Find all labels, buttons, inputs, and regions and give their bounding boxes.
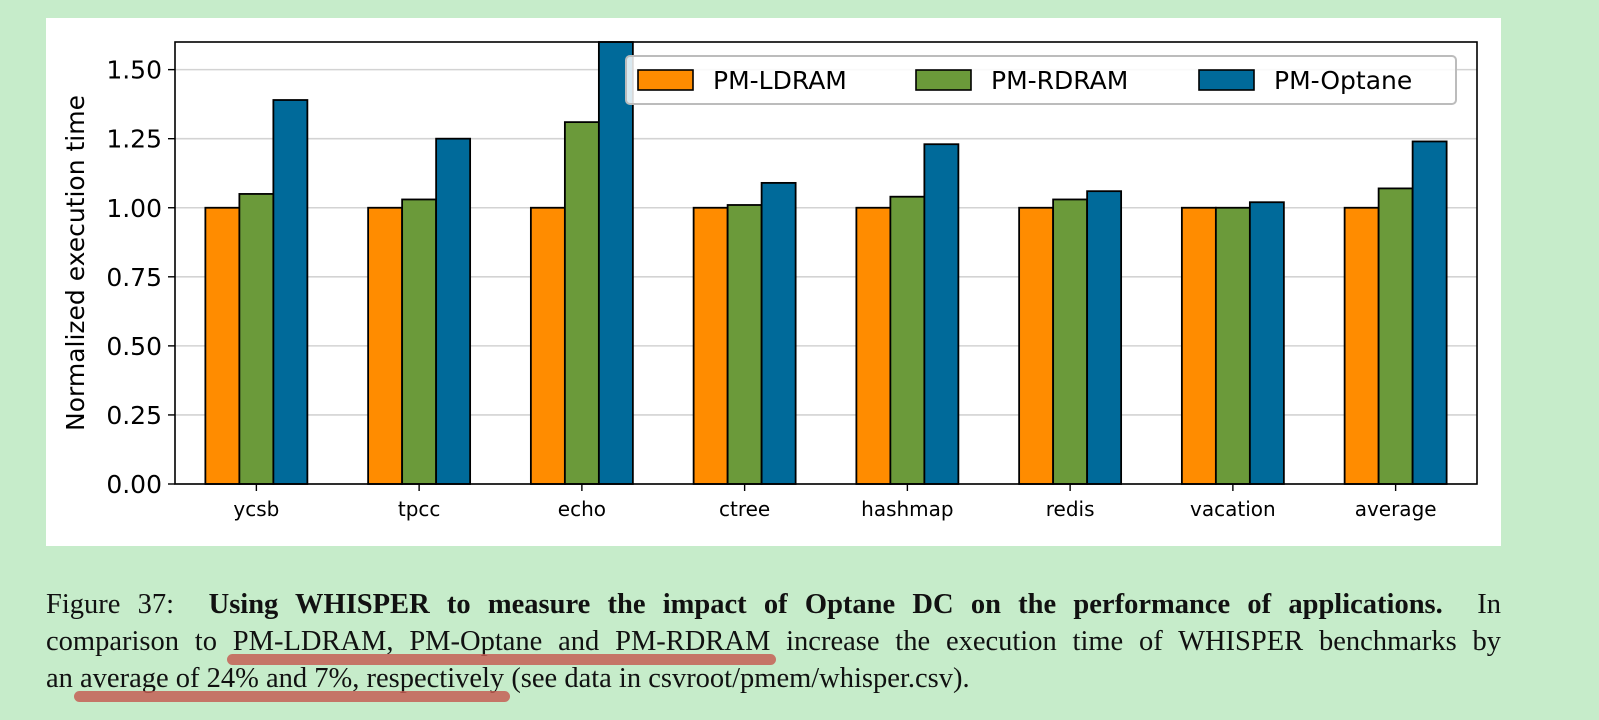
bar-pm-rdram-echo [563,121,600,485]
bar-pm-ldram-ycsb [204,206,241,485]
bar-pm-optane-average [1411,140,1448,485]
caption-text-2a: comparison to [46,626,233,657]
x-tick-label: hashmap [861,497,953,521]
caption-label: Figure 37: [46,589,175,620]
bar-pm-optane-hashmap [923,143,960,485]
figure-caption: Figure 37: Using WHISPER to measure the … [46,586,1501,697]
x-tick-label: tpcc [398,497,441,521]
bar-pm-optane-redis [1086,190,1123,485]
bar-pm-rdram-hashmap [889,195,926,485]
y-tick-label: 0.75 [106,263,162,292]
bar-pm-optane-echo [597,41,634,485]
y-tick-label: 1.00 [106,194,162,223]
x-tick-label: vacation [1190,497,1276,521]
bar-pm-rdram-redis [1052,198,1089,485]
legend-swatch-pm-ldram [637,69,694,91]
caption-text-2b: increase the execution time of WHISPER b… [770,626,1501,657]
bar-pm-rdram-average [1377,187,1414,485]
x-tick-label: redis [1046,497,1095,521]
y-axis-label: Normalized execution time [61,95,90,431]
caption-line-3: an average of 24% and 7%, respectively (… [46,660,1501,697]
y-tick-label: 1.25 [106,125,162,154]
bar-pm-optane-vacation [1248,201,1285,485]
caption-highlight-2: average of 24% and 7%, respectively [80,663,505,694]
y-tick-label: 0.00 [106,470,162,499]
legend-swatch-pm-optane [1198,69,1255,91]
caption-title: Using WHISPER to measure the impact of O… [208,589,1443,620]
bar-pm-optane-ycsb [272,99,309,485]
caption-text-3b: (see data in csvroot/pmem/whisper.csv). [504,663,970,694]
y-tick-label: 0.25 [106,401,162,430]
bar-pm-ldram-vacation [1180,206,1217,485]
x-tick-label: echo [558,497,606,521]
bar-pm-optane-tpcc [435,137,472,485]
bar-pm-ldram-echo [529,206,566,485]
bar-pm-optane-ctree [760,181,797,485]
x-tick-label: ycsb [233,497,279,521]
x-tick-label: average [1355,497,1437,521]
bar-pm-ldram-redis [1018,206,1055,485]
bar-pm-ldram-average [1343,206,1380,485]
figure-panel: 0.00 0.25 0.50 0.75 1.00 1.25 1.50 ycsb tpcc echo… [46,18,1501,546]
caption-highlight-1: PM-LDRAM, PM-Optane and PM-RDRAM [232,626,771,657]
plot-frame [174,41,1478,485]
bar-pm-ldram-hashmap [855,206,892,485]
caption-line-1: Figure 37: Using WHISPER to measure the … [46,586,1501,623]
bar-pm-rdram-ctree [726,204,763,485]
legend-box [625,55,1457,105]
y-tick-label: 1.50 [106,56,162,85]
bar-chart: 0.00 0.25 0.50 0.75 1.00 1.25 1.50 ycsb tpcc echo… [61,41,1478,521]
bar-pm-rdram-ycsb [238,193,275,485]
bar-pm-ldram-tpcc [367,206,404,485]
legend-label-pm-rdram: PM-RDRAM [991,66,1128,95]
bar-pm-ldram-ctree [692,206,729,485]
caption-text-3a: an [46,663,81,694]
bar-pm-rdram-tpcc [401,198,438,485]
legend-label-pm-optane: PM-Optane [1274,66,1412,95]
caption-text-1: In [1477,589,1502,620]
x-tick-label: ctree [719,497,770,521]
y-tick-label: 0.50 [106,332,162,361]
caption-line-2: comparison to PM-LDRAM, PM-Optane and PM… [46,623,1501,660]
legend-swatch-pm-rdram [915,69,972,91]
bar-pm-rdram-vacation [1214,206,1251,485]
legend-label-pm-ldram: PM-LDRAM [713,66,847,95]
